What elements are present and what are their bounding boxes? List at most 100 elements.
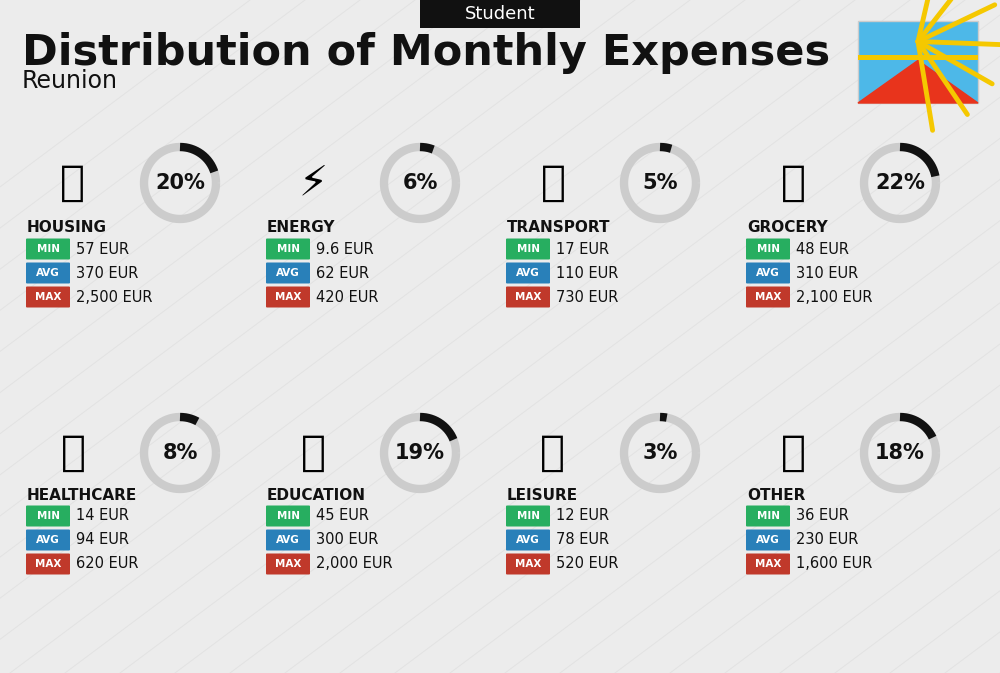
FancyBboxPatch shape [26,238,70,260]
Text: 6%: 6% [402,173,438,193]
FancyBboxPatch shape [858,55,978,61]
Text: 12 EUR: 12 EUR [556,509,609,524]
Text: 45 EUR: 45 EUR [316,509,369,524]
Text: LEISURE: LEISURE [507,487,578,503]
FancyBboxPatch shape [26,553,70,575]
Text: 520 EUR: 520 EUR [556,557,618,571]
Text: 57 EUR: 57 EUR [76,242,129,256]
FancyBboxPatch shape [746,530,790,551]
Text: MIN: MIN [516,511,540,521]
Text: 2,500 EUR: 2,500 EUR [76,289,152,304]
FancyBboxPatch shape [506,287,550,308]
Text: MAX: MAX [515,559,541,569]
Text: MAX: MAX [515,292,541,302]
Text: 2,000 EUR: 2,000 EUR [316,557,393,571]
Text: MIN: MIN [516,244,540,254]
Text: 20%: 20% [155,173,205,193]
FancyBboxPatch shape [506,530,550,551]
Text: 17 EUR: 17 EUR [556,242,609,256]
Text: AVG: AVG [36,535,60,545]
FancyBboxPatch shape [746,553,790,575]
FancyBboxPatch shape [420,0,580,28]
Text: 2,100 EUR: 2,100 EUR [796,289,872,304]
Text: 78 EUR: 78 EUR [556,532,609,548]
FancyBboxPatch shape [746,238,790,260]
Text: 🚌: 🚌 [540,162,566,204]
Text: MAX: MAX [275,559,301,569]
Text: 🛒: 🛒 [780,162,806,204]
Text: MAX: MAX [755,292,781,302]
FancyBboxPatch shape [266,530,310,551]
Text: 22%: 22% [875,173,925,193]
Text: ENERGY: ENERGY [267,221,336,236]
Text: 62 EUR: 62 EUR [316,266,369,281]
Text: Reunion: Reunion [22,69,118,93]
Text: MAX: MAX [755,559,781,569]
Text: MIN: MIN [276,511,300,521]
Polygon shape [858,61,978,103]
Text: 3%: 3% [642,443,678,463]
Text: 730 EUR: 730 EUR [556,289,618,304]
Text: GROCERY: GROCERY [747,221,828,236]
Text: AVG: AVG [276,268,300,278]
Text: 230 EUR: 230 EUR [796,532,858,548]
Text: 110 EUR: 110 EUR [556,266,618,281]
Text: AVG: AVG [756,268,780,278]
Text: 370 EUR: 370 EUR [76,266,138,281]
Text: Distribution of Monthly Expenses: Distribution of Monthly Expenses [22,32,830,74]
FancyBboxPatch shape [506,553,550,575]
Text: AVG: AVG [36,268,60,278]
FancyBboxPatch shape [266,553,310,575]
FancyBboxPatch shape [26,262,70,283]
FancyBboxPatch shape [746,262,790,283]
FancyBboxPatch shape [266,238,310,260]
FancyBboxPatch shape [26,530,70,551]
FancyBboxPatch shape [506,238,550,260]
Text: MIN: MIN [757,511,780,521]
Text: 14 EUR: 14 EUR [76,509,129,524]
FancyBboxPatch shape [266,505,310,526]
Text: ⚡: ⚡ [298,162,328,204]
Text: 👜: 👜 [780,432,806,474]
Text: MIN: MIN [36,244,60,254]
FancyBboxPatch shape [858,21,978,103]
Text: HEALTHCARE: HEALTHCARE [27,487,137,503]
Text: AVG: AVG [516,535,540,545]
Text: 94 EUR: 94 EUR [76,532,129,548]
Text: 48 EUR: 48 EUR [796,242,849,256]
FancyBboxPatch shape [26,287,70,308]
Text: TRANSPORT: TRANSPORT [507,221,610,236]
FancyBboxPatch shape [26,505,70,526]
FancyBboxPatch shape [746,287,790,308]
Text: AVG: AVG [516,268,540,278]
Text: 1,600 EUR: 1,600 EUR [796,557,872,571]
Text: MIN: MIN [276,244,300,254]
Text: MAX: MAX [35,292,61,302]
Text: 19%: 19% [395,443,445,463]
Text: 🏗️: 🏗️ [60,162,86,204]
Text: 🩺: 🩺 [60,432,86,474]
Text: 🛍️: 🛍️ [540,432,566,474]
Text: 🎓: 🎓 [300,432,326,474]
Text: MAX: MAX [35,559,61,569]
Text: 300 EUR: 300 EUR [316,532,378,548]
Text: 36 EUR: 36 EUR [796,509,849,524]
Text: 8%: 8% [162,443,198,463]
Text: MAX: MAX [275,292,301,302]
Text: AVG: AVG [276,535,300,545]
Text: MIN: MIN [36,511,60,521]
Text: AVG: AVG [756,535,780,545]
FancyBboxPatch shape [506,505,550,526]
Text: 18%: 18% [875,443,925,463]
FancyBboxPatch shape [506,262,550,283]
Text: 5%: 5% [642,173,678,193]
Text: Student: Student [465,5,535,23]
FancyBboxPatch shape [746,505,790,526]
Text: HOUSING: HOUSING [27,221,107,236]
Text: 420 EUR: 420 EUR [316,289,378,304]
Text: 9.6 EUR: 9.6 EUR [316,242,374,256]
Text: EDUCATION: EDUCATION [267,487,366,503]
Text: MIN: MIN [757,244,780,254]
FancyBboxPatch shape [266,287,310,308]
Text: OTHER: OTHER [747,487,805,503]
